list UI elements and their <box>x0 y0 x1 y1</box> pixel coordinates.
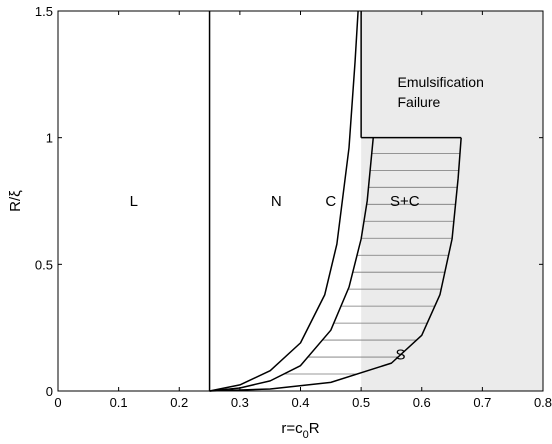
x-tick-label: 0 <box>54 395 61 410</box>
x-tick-label: 0.3 <box>231 395 249 410</box>
failure-region <box>361 11 543 391</box>
emulsification-failure-label-line2: Failure <box>398 94 441 110</box>
phase-boundaries <box>208 10 462 392</box>
region-label: L <box>130 193 138 210</box>
x-axis-label-main: r=c <box>281 420 303 437</box>
y-tick-label: 0 <box>46 384 53 399</box>
boundary-line-2 <box>209 137 374 392</box>
x-tick-label: 0.2 <box>170 395 188 410</box>
x-axis-label-subscript: 0 <box>303 429 309 441</box>
x-tick-label: 0.6 <box>413 395 431 410</box>
x-tick-label: 0.1 <box>110 395 128 410</box>
boundary-line-3 <box>209 137 462 392</box>
x-axis-ticks: 0 0.1 0.2 0.3 0.4 0.5 0.6 0.7 0.8 <box>54 11 552 410</box>
emulsification-failure-label-line1: Emulsification <box>398 74 484 90</box>
region-label: C <box>325 193 336 210</box>
boundary-line-1 <box>209 10 359 392</box>
region-label: S+C <box>390 193 420 210</box>
region-label: N <box>271 193 282 210</box>
x-axis-label-tail: R <box>309 420 320 437</box>
y-tick-label: 1.5 <box>35 4 53 19</box>
region-label: S <box>396 346 406 363</box>
x-tick-label: 0.5 <box>352 395 370 410</box>
x-tick-label: 0.4 <box>291 395 309 410</box>
hatched-region <box>283 152 460 375</box>
region-labels: L N C S+C S <box>130 193 420 363</box>
y-tick-label: 0.5 <box>35 257 53 272</box>
y-axis-label: R/ξ <box>7 190 24 212</box>
y-tick-label: 1 <box>46 131 53 146</box>
x-tick-label: 0.8 <box>534 395 552 410</box>
x-axis-label: r=c0R <box>281 420 319 441</box>
y-axis-ticks: 0 0.5 1 1.5 <box>35 4 543 399</box>
x-tick-label: 0.7 <box>473 395 491 410</box>
